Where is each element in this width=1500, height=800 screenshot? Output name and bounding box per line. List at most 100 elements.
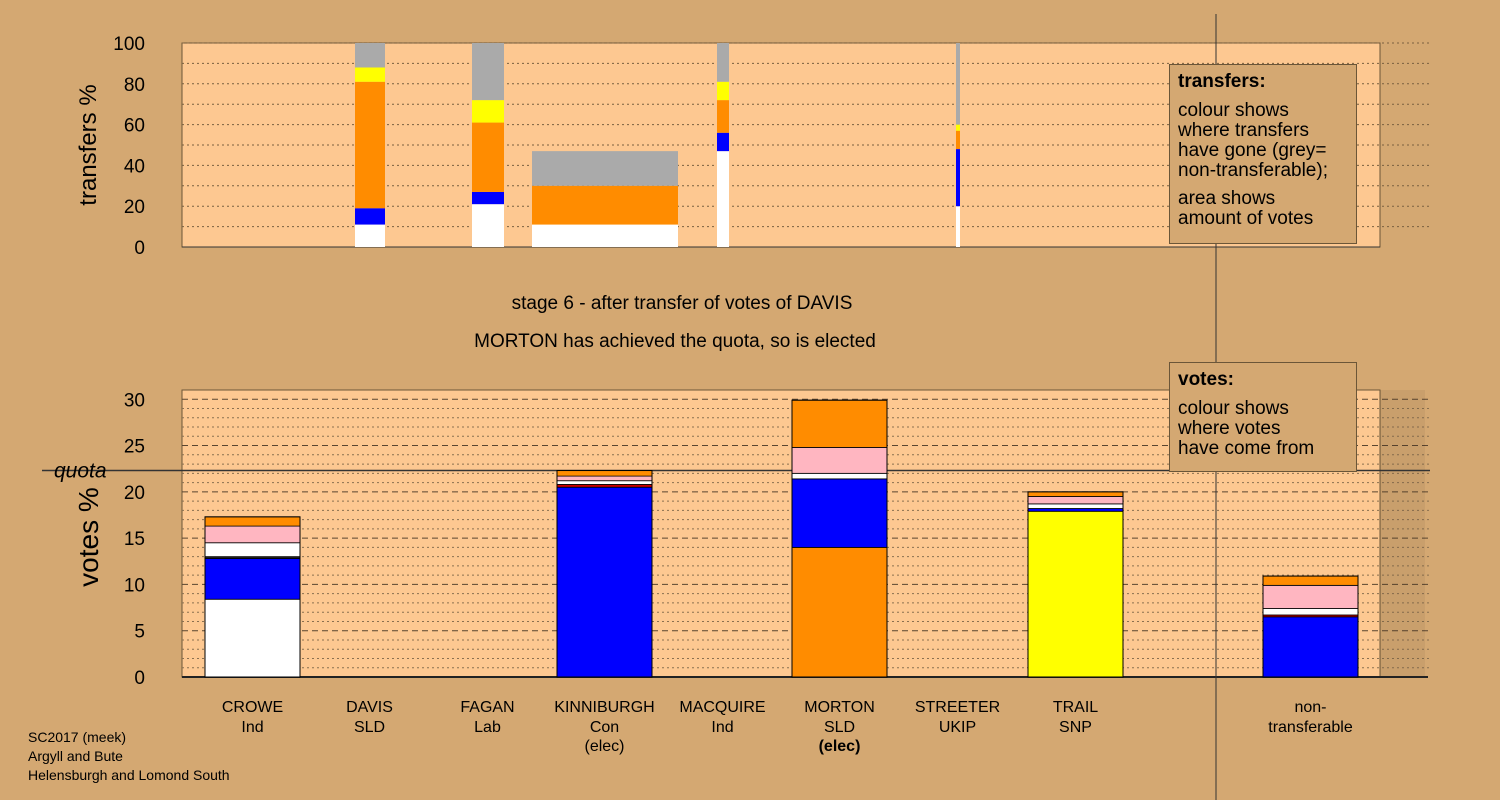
footer-line2: Argyll and Bute [28, 748, 123, 764]
transfer-bar-segment [717, 132, 729, 152]
transfer-bar-segment [956, 130, 960, 150]
transfer-bar-segment [355, 67, 385, 82]
legend-transfers-title: transfers: [1178, 71, 1266, 92]
transfer-bar-segment [532, 151, 678, 186]
x-tick-label: STREETER [915, 699, 1000, 716]
vote-bar-segment [1262, 575, 1359, 586]
vote-bar-segment [791, 446, 888, 474]
stage-title: stage 6 - after transfer of votes of DAV… [512, 293, 853, 314]
x-tick-label: (elec) [819, 738, 861, 755]
transfer-bar-segment [472, 43, 504, 101]
legend-transfers-line5: area shows [1178, 188, 1276, 209]
vote-bar-segment [1262, 608, 1359, 616]
x-tick-label: SNP [1059, 719, 1092, 736]
footer-line3: Helensburgh and Lomond South [28, 767, 230, 783]
vote-bar-segment [1262, 584, 1359, 609]
x-tick-label: KINNIBURGH [554, 699, 654, 716]
vote-bar-segment [204, 525, 301, 544]
vote-bar-segment [556, 484, 653, 488]
votes-y-label: votes % [73, 487, 104, 587]
votes-y-tick: 25 [124, 437, 145, 458]
transfers-y-tick: 60 [124, 116, 145, 137]
transfer-bar-segment [717, 100, 729, 133]
transfer-bar-segment [717, 81, 729, 101]
x-tick-label: DAVIS [346, 699, 393, 716]
vote-bar-segment [791, 399, 888, 448]
transfer-bar-segment [717, 43, 729, 82]
votes-y-tick: 10 [124, 575, 145, 596]
transfer-bar-segment [355, 81, 385, 209]
legend-votes-line2: where votes [1178, 418, 1281, 439]
x-tick-label: SLD [824, 719, 855, 736]
vote-bar-segment [556, 475, 653, 482]
legend-transfers-line1: colour shows [1178, 100, 1289, 121]
footer-line1: SC2017 (meek) [28, 729, 127, 745]
legend-votes-line3: have come from [1178, 438, 1315, 459]
transfer-bar-segment [717, 151, 729, 247]
vote-bar-segment [204, 516, 301, 527]
votes-y-tick: 30 [124, 390, 145, 411]
transfer-bar-segment [355, 208, 385, 225]
vote-bar-outline [791, 399, 888, 678]
x-tick-label: UKIP [939, 719, 976, 736]
transfers-y-tick: 20 [124, 197, 145, 218]
x-tick-label: Con [590, 719, 619, 736]
x-tick-label: Lab [474, 719, 501, 736]
vote-bar-segment [1027, 496, 1124, 505]
x-tick-label: CROWE [222, 699, 283, 716]
transfer-bar-segment [355, 224, 385, 247]
x-tick-label: MACQUIRE [679, 699, 765, 716]
x-tick-label: transferable [1268, 719, 1353, 736]
x-tick-label: (elec) [584, 738, 624, 755]
vote-bar-outline [204, 516, 301, 678]
x-tick-label: TRAIL [1053, 699, 1098, 716]
transfer-bar-segment [472, 122, 504, 192]
vote-bar-segment [556, 486, 653, 678]
vote-bar-segment [556, 480, 653, 485]
votes-y-tick: 0 [134, 668, 145, 689]
legend-transfers-line4: non-transferable); [1178, 160, 1328, 181]
legend-votes: votes: colour shows where votes have com… [1169, 362, 1357, 472]
legend-votes-title: votes: [1178, 369, 1234, 390]
legend-transfers-line6: amount of votes [1178, 208, 1314, 229]
legend-transfers-line2: where transfers [1178, 120, 1309, 141]
transfers-y-tick: 40 [124, 156, 145, 177]
votes-y-tick: 20 [124, 483, 145, 504]
vote-bar-segment [791, 478, 888, 548]
transfer-bar-segment [532, 224, 678, 247]
legend-transfers-line3: have gone (grey= [1178, 140, 1327, 161]
vote-bar-segment [791, 546, 888, 678]
vote-bar-segment [556, 470, 653, 477]
transfers-y-tick: 80 [124, 75, 145, 96]
x-tick-label: SLD [354, 719, 385, 736]
transfer-bar-segment [472, 100, 504, 123]
vote-bar-outline [556, 470, 653, 678]
transfers-y-tick: 100 [113, 34, 145, 55]
x-tick-label: Ind [711, 719, 733, 736]
vote-bar-segment [1027, 508, 1124, 512]
vote-bar-outline [1027, 491, 1124, 678]
transfer-bar-segment [355, 43, 385, 68]
transfers-y-label: transfers % [75, 84, 102, 205]
vote-bar-segment [204, 598, 301, 678]
vote-bar-segment [791, 472, 888, 480]
vote-bar-segment [204, 542, 301, 558]
transfer-bar-segment [956, 124, 960, 131]
votes-y-tick: 15 [124, 529, 145, 550]
votes-right-shade [1380, 390, 1425, 677]
transfer-bar-segment [956, 149, 960, 207]
x-tick-label: Ind [241, 719, 263, 736]
legend-transfers: transfers: colour shows where transfers … [1169, 64, 1357, 244]
transfer-bar-segment [472, 204, 504, 247]
x-tick-label: MORTON [804, 699, 875, 716]
vote-bar-segment [1027, 491, 1124, 497]
transfer-bar-segment [956, 43, 960, 125]
vote-bar-segment [1262, 616, 1359, 678]
transfer-bar-segment [956, 206, 960, 247]
x-tick-label: non- [1294, 699, 1326, 716]
vote-bar-segment [204, 558, 301, 600]
votes-y-tick: 5 [134, 622, 145, 643]
vote-bar-segment [1027, 503, 1124, 509]
legend-votes-line1: colour shows [1178, 398, 1289, 419]
